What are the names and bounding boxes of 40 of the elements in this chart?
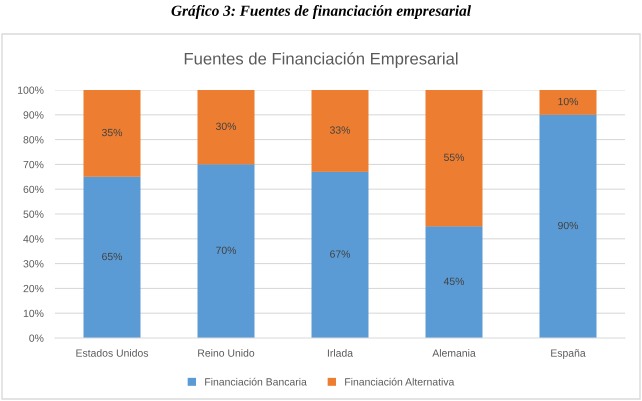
data-label: 35% bbox=[102, 128, 122, 136]
y-tick-label: 10% bbox=[24, 310, 44, 318]
bar bbox=[312, 90, 368, 172]
chart-subtitle: Fuentes de Financiación Empresarial bbox=[184, 52, 458, 68]
bar bbox=[198, 90, 254, 164]
x-tick-label: Irlada bbox=[328, 349, 354, 357]
bar bbox=[84, 90, 140, 177]
data-label: 55% bbox=[444, 154, 464, 161]
data-label: 45% bbox=[444, 278, 464, 285]
y-tick-label: 100% bbox=[18, 86, 44, 94]
y-tick-label: 60% bbox=[24, 186, 44, 194]
legend-label: Financiación Alternativa bbox=[345, 378, 454, 386]
y-tick-label: 70% bbox=[24, 160, 44, 168]
data-label: 90% bbox=[558, 222, 578, 230]
data-label: 10% bbox=[558, 98, 578, 106]
x-tick-label: Estados Unidos bbox=[76, 349, 148, 357]
data-label: 30% bbox=[216, 122, 236, 130]
chart-title: Gráfico 3: Fuentes de financiación empresarial bbox=[172, 4, 471, 20]
data-label: 33% bbox=[330, 126, 350, 134]
data-label: 70% bbox=[216, 246, 236, 254]
data-label: 67% bbox=[330, 250, 350, 258]
y-tick-label: 30% bbox=[23, 260, 44, 268]
bar bbox=[426, 90, 482, 226]
bar bbox=[198, 164, 254, 338]
y-tick-label: 90% bbox=[24, 111, 44, 119]
y-tick-label: 50% bbox=[23, 210, 44, 218]
legend-label: Financiación Bancaria bbox=[205, 378, 307, 386]
data-label: 65% bbox=[102, 252, 122, 260]
bar bbox=[426, 226, 482, 338]
x-tick-label: Alemania bbox=[432, 349, 476, 357]
bar bbox=[84, 176, 140, 338]
bar bbox=[540, 114, 596, 338]
bar bbox=[540, 90, 596, 115]
y-tick-label: 20% bbox=[24, 284, 44, 292]
y-tick-label: 80% bbox=[23, 136, 44, 144]
x-tick-label: Reino Unido bbox=[198, 349, 254, 357]
y-tick-label: 40% bbox=[23, 235, 44, 243]
x-tick-label: España bbox=[551, 349, 586, 359]
bar bbox=[312, 172, 368, 338]
y-tick-label: 0% bbox=[29, 334, 44, 342]
